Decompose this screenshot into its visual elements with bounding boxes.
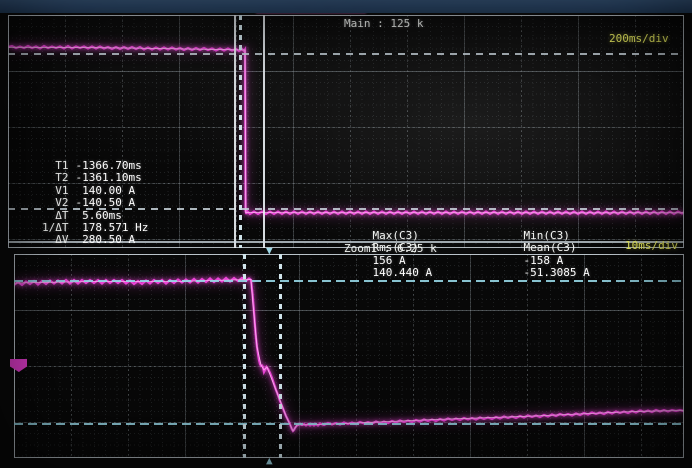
measurement-max-value: 156 A <box>372 253 406 267</box>
cursor-value-v1: 140.00 A <box>75 183 136 197</box>
cursor-value-delta-v: 280.50 A <box>75 233 136 247</box>
cursor-readout-panel: T1 -1366.70ms T2 -1361.10ms V1 140.00 A … <box>42 159 149 247</box>
cursor-t1-handle-icon[interactable]: ▼ <box>266 244 273 257</box>
measurement-rms[interactable]: Rms(C3) 140.440 A <box>346 229 433 292</box>
zoom-memory-label: Zoom1 : 6.25 k <box>344 242 437 255</box>
zoom-cursor-t2-line[interactable] <box>279 254 282 458</box>
cursor-row-delta-t: ΔT 5.60ms <box>42 208 148 222</box>
cursor-label-t2: T2 <box>55 171 69 185</box>
zoom-window-right-marker[interactable] <box>263 15 265 248</box>
main-waveform-pane[interactable] <box>8 15 684 248</box>
cursor-value-v2: -140.50 A <box>75 196 136 210</box>
cursor-v2-line[interactable] <box>8 208 684 210</box>
measurement-max-label: Max(C3) <box>372 228 419 242</box>
cursor-value-t1: -1366.70ms <box>75 159 142 172</box>
cursor-readout-table: T1 -1366.70ms T2 -1361.10ms V1 140.00 A … <box>42 159 149 247</box>
cursor-readout-rows: T1 -1366.70ms T2 -1361.10ms V1 140.00 A … <box>42 159 149 247</box>
cursor-row-t2: T2 -1361.10ms <box>42 171 148 185</box>
cursor-label-v1: V1 <box>55 183 69 197</box>
cursor-value-delta-t: 5.60ms <box>75 208 122 222</box>
cursor-row-t1: T1 -1366.70ms <box>42 159 148 172</box>
cursor-row-v2: V2 -140.50 A <box>42 196 148 210</box>
measurement-max[interactable]: Max(C3) 156 A <box>346 217 419 280</box>
cursor-value-t2: -1361.10ms <box>75 171 142 185</box>
main-memory-label: Main : 125 k <box>344 17 424 30</box>
measurement-min[interactable]: Min(C3) -158 A <box>497 217 570 280</box>
cursor-label-delta-t: ΔT <box>55 208 69 222</box>
measurement-mean-label: Mean(C3) <box>523 240 577 254</box>
cursor-label-v2: V2 <box>55 196 69 210</box>
zoom-timebase-label[interactable]: 10ms/div <box>625 239 678 252</box>
cursor-v1-line[interactable] <box>8 53 684 55</box>
main-timebase-label[interactable]: 200ms/div <box>609 32 669 45</box>
measurement-rms-value: 140.440 A <box>372 265 433 279</box>
cursor-label-delta-v: ΔV <box>55 233 69 247</box>
measurement-min-label: Min(C3) <box>523 228 570 242</box>
top-status-bar <box>0 0 692 13</box>
cursor-t2-handle-icon[interactable]: ▲ <box>266 454 273 467</box>
cursor-row-v1: V1 140.00 A <box>42 183 148 197</box>
measurement-mean-value: -51.3085 A <box>523 265 590 279</box>
channel3-zoom-trace <box>14 276 684 433</box>
zoom-cursor-v1-line[interactable] <box>14 280 684 282</box>
channel3-main-trace <box>8 44 684 216</box>
cursor-label-inv-delta-t: 1/ΔT <box>42 221 69 235</box>
measurement-min-value: -158 A <box>523 253 564 267</box>
zoom-waveform-pane[interactable] <box>14 254 684 458</box>
zoom-window-left-marker[interactable] <box>239 15 242 248</box>
cursor-value-inv-delta-t: 178.571 Hz <box>75 221 149 235</box>
measurement-mean[interactable]: Mean(C3) -51.3085 A <box>497 229 590 292</box>
cursor-row-inv-delta-t: 1/ΔT 178.571 Hz <box>42 221 149 235</box>
zoom-cursor-v2-line[interactable] <box>14 423 684 425</box>
cursor-label-t1: T1 <box>55 159 69 172</box>
trigger-position-marker[interactable] <box>234 15 236 248</box>
measurement-divider <box>8 241 684 243</box>
cursor-row-delta-v: ΔV 280.50 A <box>42 233 148 247</box>
zoom-cursor-t1-line[interactable] <box>243 254 246 458</box>
